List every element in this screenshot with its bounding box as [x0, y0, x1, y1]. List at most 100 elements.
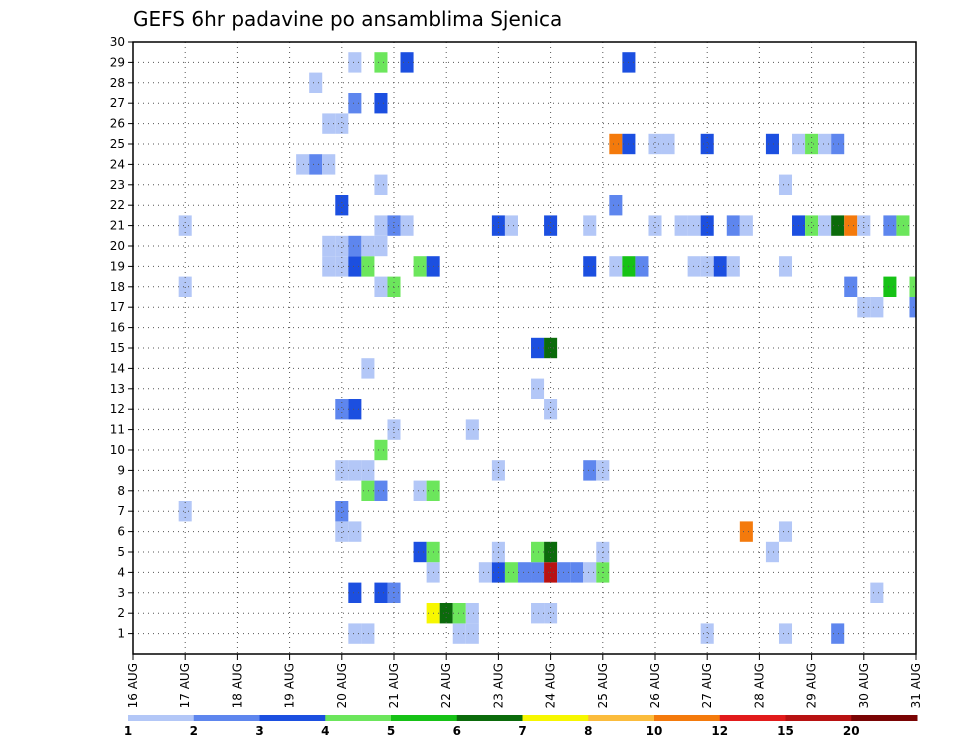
heatmap-cell — [335, 521, 349, 542]
y-tick-label: 3 — [117, 586, 125, 600]
heatmap-cell — [544, 603, 558, 624]
heatmap-cell — [335, 460, 349, 481]
heatmap-cell — [870, 582, 884, 603]
heatmap-cell — [909, 276, 916, 297]
heatmap-cell — [883, 215, 897, 236]
heatmap-cell — [348, 399, 362, 420]
y-tick-label: 27 — [110, 96, 125, 110]
heatmap-cell — [883, 276, 897, 297]
heatmap-cell — [348, 93, 362, 114]
heatmap-cell — [609, 195, 623, 216]
heatmap-cell — [870, 297, 884, 318]
colorbar-label: 5 — [387, 724, 395, 738]
y-tick-label: 9 — [117, 463, 125, 477]
heatmap-cell — [609, 133, 623, 155]
heatmap-cell — [465, 623, 479, 644]
heatmap-cell — [778, 623, 793, 644]
y-tick-label: 4 — [117, 565, 125, 579]
heatmap-cell — [844, 276, 858, 297]
heatmap-cell — [909, 297, 916, 318]
y-tick-label: 23 — [110, 178, 125, 192]
heatmap-cell — [465, 603, 479, 624]
heatmap-cell — [648, 215, 662, 236]
y-tick-label: 2 — [117, 606, 125, 620]
heatmap-cell — [504, 562, 518, 583]
grid-lines — [133, 42, 916, 654]
heatmap-cell — [583, 215, 597, 236]
colorbar-label: 7 — [518, 724, 526, 738]
y-tick-label: 16 — [110, 321, 125, 335]
heatmap-cell — [335, 399, 349, 420]
x-tick-label: 22 AUG — [439, 663, 453, 708]
y-tick-label: 11 — [110, 423, 125, 437]
heatmap-cell — [413, 256, 427, 277]
heatmap-cell — [504, 215, 518, 236]
y-tick-label: 8 — [117, 484, 125, 498]
colorbar-label: 12 — [711, 724, 728, 738]
heatmap-cell — [583, 256, 597, 277]
colorbar-swatch — [391, 715, 458, 721]
heatmap-cell — [361, 480, 375, 501]
heatmap-cell — [831, 215, 845, 236]
heatmap-cell — [544, 215, 558, 236]
heatmap-cell — [739, 521, 753, 542]
heatmap-cell — [531, 562, 545, 583]
y-tick-label: 30 — [110, 35, 125, 49]
heatmap-cell — [335, 235, 349, 257]
heatmap-cell — [413, 541, 427, 563]
heatmap-cell — [374, 582, 388, 603]
heatmap-cell — [700, 623, 714, 644]
heatmap-cell — [374, 235, 388, 257]
x-tick-label: 31 AUG — [909, 663, 923, 708]
heatmap-cell — [452, 603, 466, 624]
y-tick-label: 13 — [110, 382, 125, 396]
colorbar-label: 20 — [843, 724, 860, 738]
y-tick-label: 18 — [110, 280, 125, 294]
heatmap-cell — [765, 541, 779, 563]
heatmap-cell — [465, 419, 479, 440]
heatmap-cell — [374, 215, 388, 236]
y-tick-label: 22 — [110, 198, 125, 212]
heatmap-cell — [896, 215, 910, 236]
y-tick-label: 10 — [110, 443, 125, 457]
heatmap-cell — [309, 154, 323, 175]
heatmap-cell — [648, 133, 662, 155]
y-tick-label: 7 — [117, 504, 125, 518]
heatmap-cell — [805, 133, 819, 155]
colorbar-swatch — [193, 715, 260, 721]
colorbar-label: 4 — [321, 724, 329, 738]
colorbar-swatch — [851, 715, 918, 721]
heatmap-cell — [348, 623, 362, 644]
heatmap-cell — [348, 460, 362, 481]
x-tick-label: 29 AUG — [805, 663, 819, 708]
heatmap-cell — [374, 276, 388, 297]
colorbar-swatch — [719, 715, 786, 721]
heatmap-cell — [374, 93, 388, 114]
heatmap-cell — [805, 215, 819, 236]
heatmap-cell — [361, 256, 375, 277]
heatmap-cell — [713, 256, 727, 277]
heatmap-cell — [348, 256, 362, 277]
colorbar-swatch — [325, 715, 392, 721]
heatmap-cell — [517, 562, 532, 583]
y-tick-label: 14 — [110, 361, 125, 375]
x-tick-label: 21 AUG — [387, 663, 401, 708]
colorbar-swatch — [522, 715, 589, 721]
heatmap-cell — [531, 378, 545, 399]
heatmap-cell — [544, 399, 558, 420]
y-tick-label: 1 — [117, 627, 125, 641]
heatmap-cell — [531, 337, 545, 359]
x-tick-label: 17 AUG — [178, 663, 192, 708]
heatmap-cell — [361, 358, 375, 379]
y-tick-label: 12 — [110, 402, 125, 416]
heatmap-cell — [818, 215, 832, 236]
x-tick-label: 30 AUG — [857, 663, 871, 708]
colorbar-label: 2 — [190, 724, 198, 738]
heatmap-cell — [687, 256, 701, 277]
x-tick-label: 25 AUG — [596, 663, 610, 708]
colorbar-legend: 1 2 3 4 5 6 7 8 10 12 15 20 — [124, 715, 918, 738]
colorbar-swatch — [654, 715, 721, 721]
y-tick-label: 15 — [110, 341, 125, 355]
heatmap-cell — [348, 235, 362, 257]
